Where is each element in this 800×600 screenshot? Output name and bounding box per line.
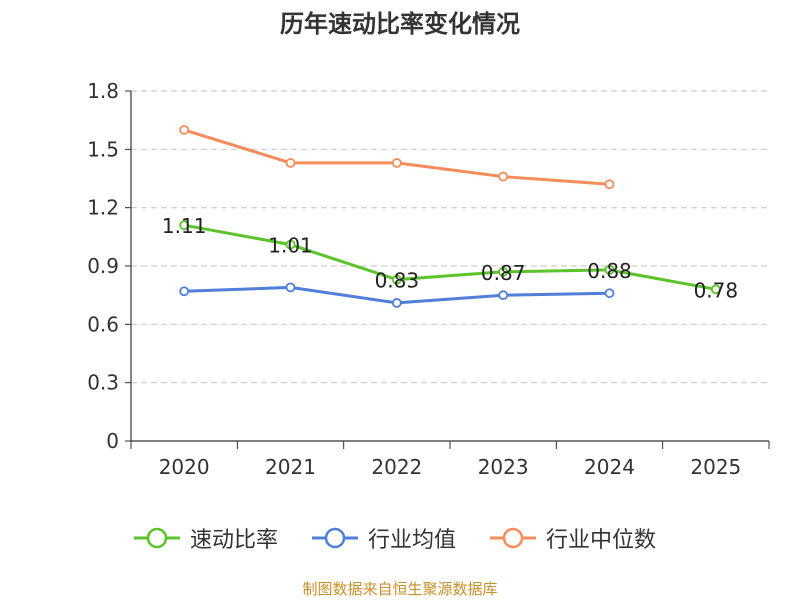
y-tick-label: 0.9 bbox=[87, 254, 119, 278]
data-point bbox=[604, 264, 615, 275]
y-tick-label: 1.8 bbox=[87, 79, 119, 103]
data-label: 0.83 bbox=[375, 269, 420, 293]
data-point bbox=[179, 124, 190, 135]
data-point bbox=[498, 266, 509, 277]
series-line-2 bbox=[183, 128, 610, 186]
legend-marker-icon bbox=[134, 527, 180, 549]
legend-label: 速动比率 bbox=[190, 528, 279, 553]
legend: 速动比率 行业均值 行业中位数 bbox=[0, 518, 800, 558]
x-tick-label: 2023 bbox=[478, 455, 529, 479]
legend-item-industry-median[interactable]: 行业中位数 bbox=[488, 518, 656, 558]
y-tick-label: 0 bbox=[106, 429, 119, 453]
legend-item-industry-mean[interactable]: 行业均值 bbox=[310, 518, 456, 558]
y-tick-label: 1.5 bbox=[87, 137, 119, 161]
data-point bbox=[179, 286, 190, 297]
x-tick-label: 2021 bbox=[265, 455, 316, 479]
data-label: 0.78 bbox=[694, 278, 739, 302]
data-point bbox=[710, 284, 721, 295]
legend-label: 行业均值 bbox=[368, 528, 457, 553]
x-tick-label: 2024 bbox=[584, 455, 635, 479]
data-point bbox=[391, 298, 402, 308]
data-point bbox=[179, 220, 190, 231]
data-point bbox=[604, 179, 615, 190]
data-labels: 1.11 1.01 0.83 0.87 0.88 0.78 bbox=[162, 214, 738, 302]
legend-marker-icon bbox=[490, 527, 536, 549]
y-tick-label: 0.3 bbox=[87, 371, 119, 395]
axes: 0 0.3 0.6 0.9 1.2 1.5 1.8 2020 2021 2022 2023 2024 2… bbox=[87, 79, 770, 479]
series-line-0 bbox=[183, 223, 717, 291]
legend-label: 行业中位数 bbox=[546, 528, 657, 553]
series-lines bbox=[179, 124, 721, 308]
y-tick-label: 0.6 bbox=[87, 312, 119, 336]
data-point bbox=[391, 158, 402, 168]
data-point bbox=[285, 239, 296, 250]
data-source-note: 制图数据来自恒生聚源数据库 bbox=[302, 580, 498, 598]
data-label: 0.87 bbox=[481, 261, 526, 285]
x-tick-label: 2020 bbox=[159, 455, 210, 479]
data-label: 0.88 bbox=[587, 259, 632, 283]
data-point bbox=[391, 274, 402, 285]
data-point bbox=[285, 282, 296, 293]
data-point bbox=[498, 171, 509, 182]
data-point bbox=[285, 158, 296, 168]
data-label: 1.11 bbox=[162, 214, 207, 238]
y-tick-label: 1.2 bbox=[87, 196, 119, 220]
chart-title: 历年速动比率变化情况 bbox=[280, 10, 520, 38]
x-tick-label: 2022 bbox=[371, 455, 422, 479]
data-point bbox=[604, 288, 615, 299]
legend-item-quick-ratio[interactable]: 速动比率 bbox=[132, 518, 278, 558]
data-point bbox=[498, 290, 509, 301]
x-tick-label: 2025 bbox=[690, 455, 741, 479]
data-label: 1.01 bbox=[268, 234, 313, 258]
grid-lines bbox=[131, 90, 769, 384]
legend-marker-icon bbox=[312, 527, 358, 549]
